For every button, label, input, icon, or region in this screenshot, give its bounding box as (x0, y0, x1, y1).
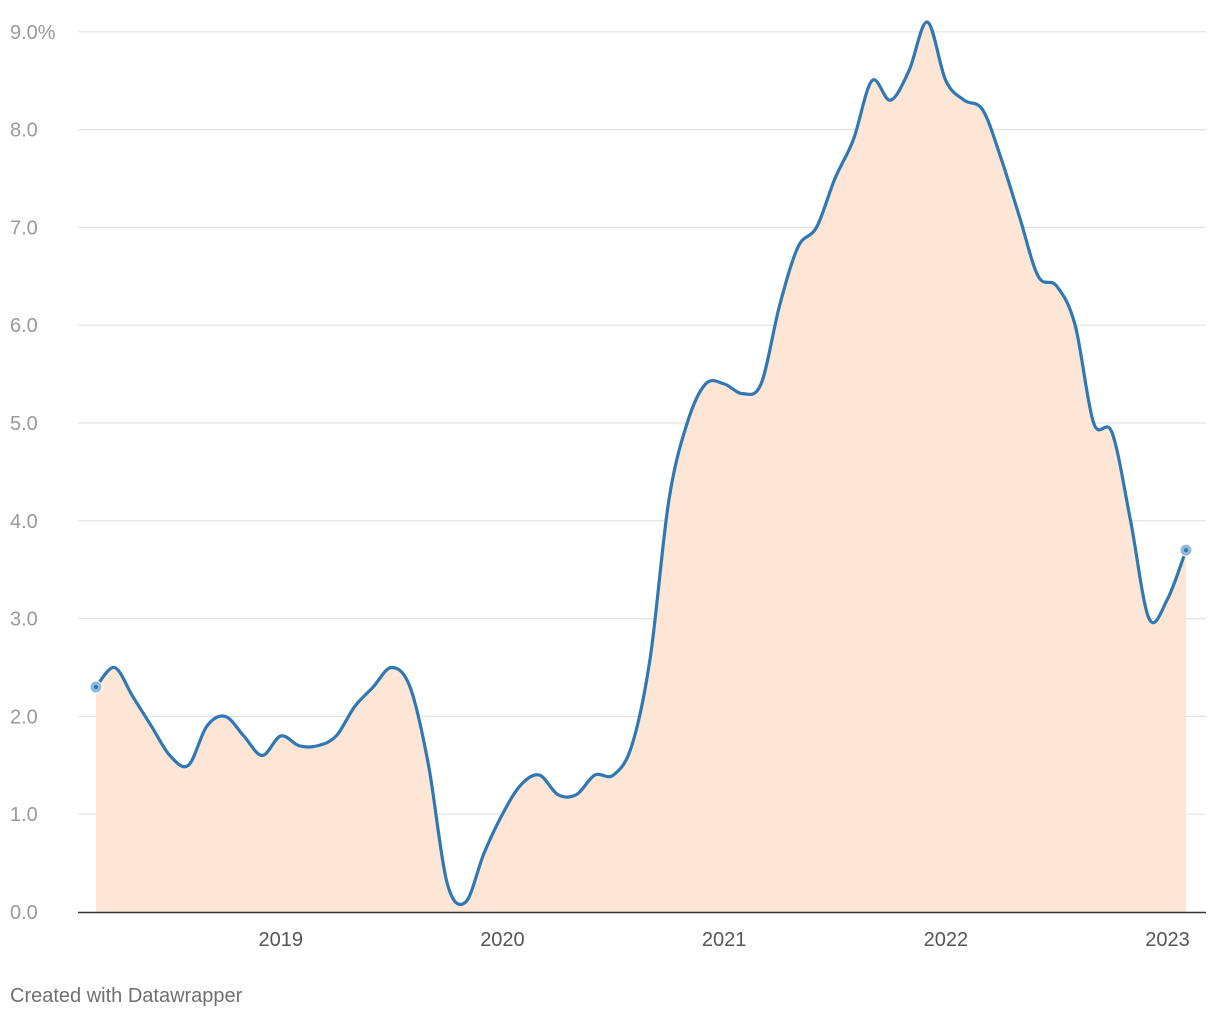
grid-lines (78, 31, 1206, 815)
x-tick-label: 2021 (702, 929, 747, 951)
line-area-chart: 0.0 1.0 2.0 3.0 4.0 5.0 6.0 7.0 8.0 9.0% 2019 2020… (10, 20, 1206, 951)
y-tick-label: 7.0 (10, 217, 38, 239)
y-tick-label: 2.0 (10, 706, 38, 728)
y-tick-label: 4.0 (10, 511, 38, 533)
series-line (94, 20, 1188, 907)
x-tick-label: 2020 (480, 929, 525, 951)
endpoint-dot-center (1184, 548, 1188, 553)
x-tick-label: 2022 (924, 929, 969, 951)
x-tick-label: 2023 (1145, 929, 1190, 951)
y-tick-label: 3.0 (10, 609, 38, 631)
endpoint-dot-center (94, 685, 98, 690)
y-axis-ticks: 0.0 1.0 2.0 3.0 4.0 5.0 6.0 7.0 8.0 9.0% (10, 22, 56, 924)
x-axis-ticks: 2019 2020 2021 2022 2023 (258, 929, 1189, 951)
y-tick-label: 8.0 (10, 120, 38, 142)
y-tick-label: 0.0 (10, 902, 38, 924)
y-tick-label: 9.0% (10, 22, 56, 44)
area-fill (96, 21, 1186, 913)
x-tick-label: 2019 (258, 929, 303, 951)
y-tick-label: 5.0 (10, 413, 38, 435)
y-tick-label: 1.0 (10, 804, 38, 826)
y-tick-label: 6.0 (10, 315, 38, 337)
credit-text: Created with Datawrapper (10, 985, 243, 1007)
endpoint-markers (89, 543, 1193, 694)
